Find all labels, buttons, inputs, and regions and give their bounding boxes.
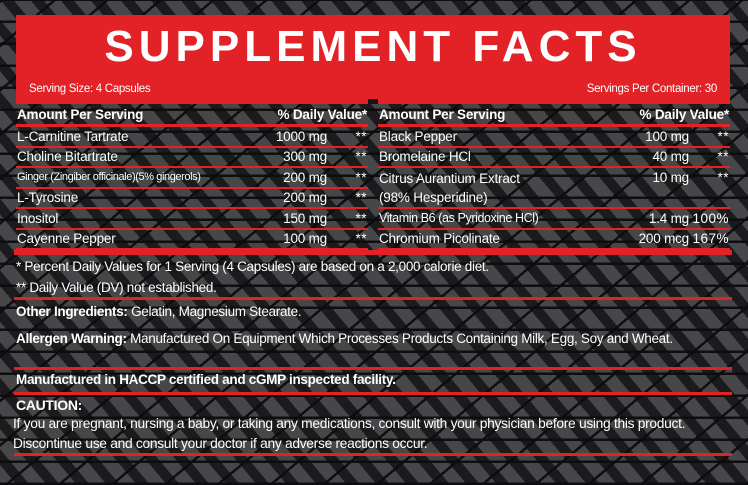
serving-info-row: Serving Size: 4 Capsules Servings Per Co… bbox=[29, 83, 717, 95]
ingredient-name: Citrus Aurantium Extract (98% Hesperidin… bbox=[379, 170, 615, 207]
ingredient-daily-value: ** bbox=[355, 149, 367, 165]
ingredient-amount: 200 mcg bbox=[638, 231, 690, 247]
ingredient-name: Chromium Picolinate bbox=[379, 231, 500, 247]
ingredient-daily-value: 100% bbox=[692, 210, 729, 226]
facts-table: Amount Per Serving % Daily Value* L-Carn… bbox=[16, 104, 730, 250]
ingredient-amount: 150 mg bbox=[283, 210, 327, 226]
ingredient-amount: 300 mg bbox=[283, 149, 327, 165]
divider bbox=[14, 453, 732, 456]
ingredient-amount: 1000 mg bbox=[275, 128, 327, 144]
ingredient-name: Vitamin B6 (as Pyridoxine HCl) bbox=[379, 211, 539, 226]
divider bbox=[14, 367, 732, 370]
table-row: Choline Bitartrate 300 mg ** bbox=[16, 148, 368, 168]
table-row: Ginger (Zingiber officinale)(5% gingerol… bbox=[16, 168, 368, 189]
other-ingredients: Other Ingredients: Gelatin, Magnesium St… bbox=[16, 304, 732, 319]
ingredient-amount: 100 mg bbox=[645, 128, 689, 144]
table-row: Cayenne Pepper 100 mg ** bbox=[16, 230, 368, 250]
amount-per-serving-header: Amount Per Serving bbox=[17, 106, 144, 122]
footnote-daily-values: * Percent Daily Values for 1 Serving (4 … bbox=[16, 259, 489, 274]
amount-per-serving-header: Amount Per Serving bbox=[379, 106, 506, 122]
ingredient-name: Ginger (Zingiber officinale)(5% gingerol… bbox=[17, 171, 201, 184]
allergen-warning: Allergen Warning: Manufactured On Equipm… bbox=[16, 330, 678, 348]
footnote-not-established: ** Daily Value (DV) not established. bbox=[16, 280, 217, 295]
page-title: SUPPLEMENT FACTS bbox=[104, 22, 642, 71]
manufactured-note: Manufactured in HACCP certified and cGMP… bbox=[16, 372, 396, 387]
ingredient-daily-value: ** bbox=[355, 210, 367, 226]
ingredient-name: Choline Bitartrate bbox=[17, 149, 118, 165]
ingredient-name: Inositol bbox=[17, 210, 59, 226]
ingredient-name-line1: Citrus Aurantium Extract bbox=[379, 171, 520, 186]
divider bbox=[14, 392, 732, 395]
table-row: L-Carnitine Tartrate 1000 mg ** bbox=[16, 127, 368, 148]
table-row: Vitamin B6 (as Pyridoxine HCl) 1.4 mg 10… bbox=[378, 209, 730, 230]
ingredient-daily-value: ** bbox=[355, 231, 367, 247]
ingredient-amount: 1.4 mg bbox=[648, 210, 689, 226]
column-header-left: Amount Per Serving % Daily Value* bbox=[16, 104, 368, 127]
divider bbox=[14, 297, 732, 300]
allergen-warning-text: Manufactured On Equipment Which Processe… bbox=[130, 331, 673, 346]
facts-column-right: Amount Per Serving % Daily Value* Black … bbox=[378, 104, 730, 250]
other-ingredients-label: Other Ingredients: bbox=[16, 304, 128, 319]
header-panel: SUPPLEMENT FACTS Serving Size: 4 Capsule… bbox=[16, 15, 730, 104]
ingredient-name: Cayenne Pepper bbox=[17, 231, 116, 247]
ingredient-amount: 10 mg bbox=[652, 170, 689, 185]
caution-text: If you are pregnant, nursing a baby, or … bbox=[13, 416, 686, 451]
ingredient-name: Bromelaine HCl bbox=[379, 149, 471, 165]
other-ingredients-text: Gelatin, Magnesium Stearate. bbox=[131, 304, 302, 319]
table-row: Citrus Aurantium Extract (98% Hesperidin… bbox=[378, 168, 730, 209]
ingredient-name-line2: (98% Hesperidine) bbox=[379, 189, 488, 205]
table-row: Black Pepper 100 mg ** bbox=[378, 127, 730, 148]
ingredient-name: L-Tyrosine bbox=[17, 190, 79, 206]
ingredient-amount: 40 mg bbox=[652, 149, 689, 165]
ingredient-name: L-Carnitine Tartrate bbox=[17, 128, 129, 144]
table-bottom-bar bbox=[14, 250, 732, 255]
table-row: Bromelaine HCl 40 mg ** bbox=[378, 148, 730, 168]
ingredient-amount: 100 mg bbox=[283, 231, 327, 247]
ingredient-daily-value: ** bbox=[355, 190, 367, 206]
facts-column-left: Amount Per Serving % Daily Value* L-Carn… bbox=[16, 104, 368, 250]
ingredient-daily-value: ** bbox=[717, 170, 729, 185]
caution-heading: CAUTION: bbox=[16, 397, 83, 413]
table-row: L-Tyrosine 200 mg ** bbox=[16, 189, 368, 209]
ingredient-daily-value: ** bbox=[355, 169, 367, 185]
table-row: Chromium Picolinate 200 mcg 167% bbox=[378, 230, 730, 250]
allergen-warning-label: Allergen Warning: bbox=[16, 331, 127, 346]
ingredient-daily-value: 167% bbox=[692, 231, 729, 247]
daily-value-header: % Daily Value* bbox=[639, 106, 730, 122]
ingredient-amount: 200 mg bbox=[283, 169, 327, 185]
ingredient-amount: 200 mg bbox=[283, 190, 327, 206]
servings-per-container-text: Servings Per Container: 30 bbox=[586, 83, 718, 95]
ingredient-name: Black Pepper bbox=[379, 128, 457, 144]
ingredient-daily-value: ** bbox=[717, 149, 729, 165]
ingredient-daily-value: ** bbox=[717, 128, 729, 144]
daily-value-header: % Daily Value* bbox=[277, 106, 368, 122]
column-gap-notch bbox=[368, 99, 378, 104]
serving-size-text: Serving Size: 4 Capsules bbox=[29, 83, 151, 95]
ingredient-daily-value: ** bbox=[355, 128, 367, 144]
column-header-right: Amount Per Serving % Daily Value* bbox=[378, 104, 730, 127]
table-row: Inositol 150 mg ** bbox=[16, 209, 368, 230]
